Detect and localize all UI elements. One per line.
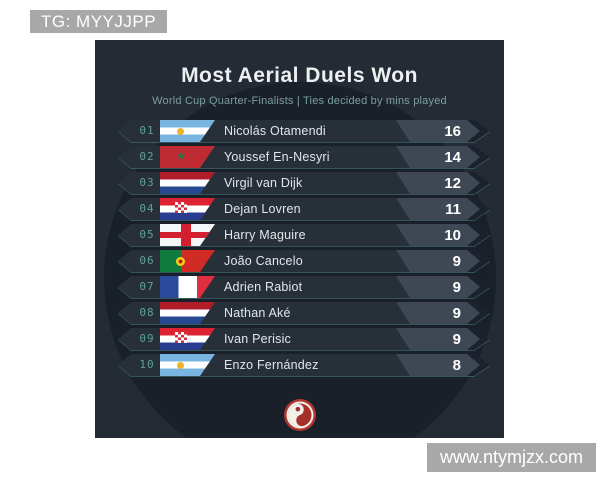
duels-value: 16 (444, 122, 461, 140)
duels-value: 9 (452, 304, 461, 322)
rank-number: 10 (139, 358, 155, 371)
table-row: 03 Virgil van Dijk 12 (118, 172, 490, 194)
table-row: 10 Enzo Fernández 8 (118, 354, 490, 376)
netherlands-flag-icon (160, 302, 215, 324)
stats-card: Most Aerial Duels Won World Cup Quarter-… (95, 40, 504, 438)
value-badge: 9 (396, 276, 480, 298)
value-badge: 14 (396, 146, 480, 168)
player-name: Nathan Aké (224, 306, 291, 320)
value-badge: 9 (396, 328, 480, 350)
player-name: Ivan Perisic (224, 332, 292, 346)
rank-number: 01 (139, 124, 155, 137)
ranking-list: 01 Nicolás Otamendi 16 02 Youssef En-Nes… (118, 120, 490, 380)
rank-number: 09 (139, 332, 155, 345)
table-row: 04 Dejan Lovren 11 (118, 198, 490, 220)
duels-value: 14 (444, 148, 461, 166)
page-title: Most Aerial Duels Won (181, 64, 418, 87)
player-name: Virgil van Dijk (224, 176, 303, 190)
morocco-flag-icon (160, 146, 215, 168)
duels-value: 9 (452, 278, 461, 296)
value-badge: 12 (396, 172, 480, 194)
duels-value: 9 (452, 330, 461, 348)
table-row: 09 Ivan Perisic 9 (118, 328, 490, 350)
rank-number: 02 (139, 150, 155, 163)
table-row: 01 Nicolás Otamendi 16 (118, 120, 490, 142)
table-row: 05 Harry Maguire 10 (118, 224, 490, 246)
duels-value: 11 (445, 200, 461, 218)
value-badge: 8 (396, 354, 480, 376)
value-badge: 10 (396, 224, 480, 246)
france-flag-icon (160, 276, 215, 298)
player-name: Adrien Rabiot (224, 280, 303, 294)
rank-number: 03 (139, 176, 155, 189)
croatia-flag-icon (160, 198, 215, 220)
duels-value: 9 (452, 252, 461, 270)
rank-number: 06 (139, 254, 155, 267)
table-row: 06 João Cancelo 9 (118, 250, 490, 272)
telegram-handle-label: TG: MYYJJPP (30, 10, 168, 33)
value-badge: 9 (396, 302, 480, 324)
rank-number: 07 (139, 280, 155, 293)
player-name: Nicolás Otamendi (224, 124, 326, 138)
argentina-flag-icon (160, 354, 215, 376)
england-flag-icon (160, 224, 215, 246)
rank-number: 08 (139, 306, 155, 319)
value-badge: 9 (396, 250, 480, 272)
value-badge: 11 (396, 198, 480, 220)
player-name: Enzo Fernández (224, 358, 319, 372)
player-name: Harry Maguire (224, 228, 306, 242)
player-name: Youssef En-Nesyri (224, 150, 330, 164)
netherlands-flag-icon (160, 172, 215, 194)
website-watermark: www.ntymjzx.com (426, 443, 596, 472)
player-name: João Cancelo (224, 254, 303, 268)
player-name: Dejan Lovren (224, 202, 301, 216)
table-row: 08 Nathan Aké 9 (118, 302, 490, 324)
table-row: 07 Adrien Rabiot 9 (118, 276, 490, 298)
argentina-flag-icon (160, 120, 215, 142)
croatia-flag-icon (160, 328, 215, 350)
page-subtitle: World Cup Quarter-Finalists | Ties decid… (152, 95, 447, 107)
duels-value: 8 (452, 356, 461, 374)
value-badge: 16 (396, 120, 480, 142)
table-row: 02 Youssef En-Nesyri 14 (118, 146, 490, 168)
duels-value: 12 (444, 174, 461, 192)
yin-yang-logo-icon (283, 399, 316, 431)
rank-number: 04 (139, 202, 155, 215)
rank-number: 05 (139, 228, 155, 241)
portugal-flag-icon (160, 250, 215, 272)
duels-value: 10 (444, 226, 461, 244)
